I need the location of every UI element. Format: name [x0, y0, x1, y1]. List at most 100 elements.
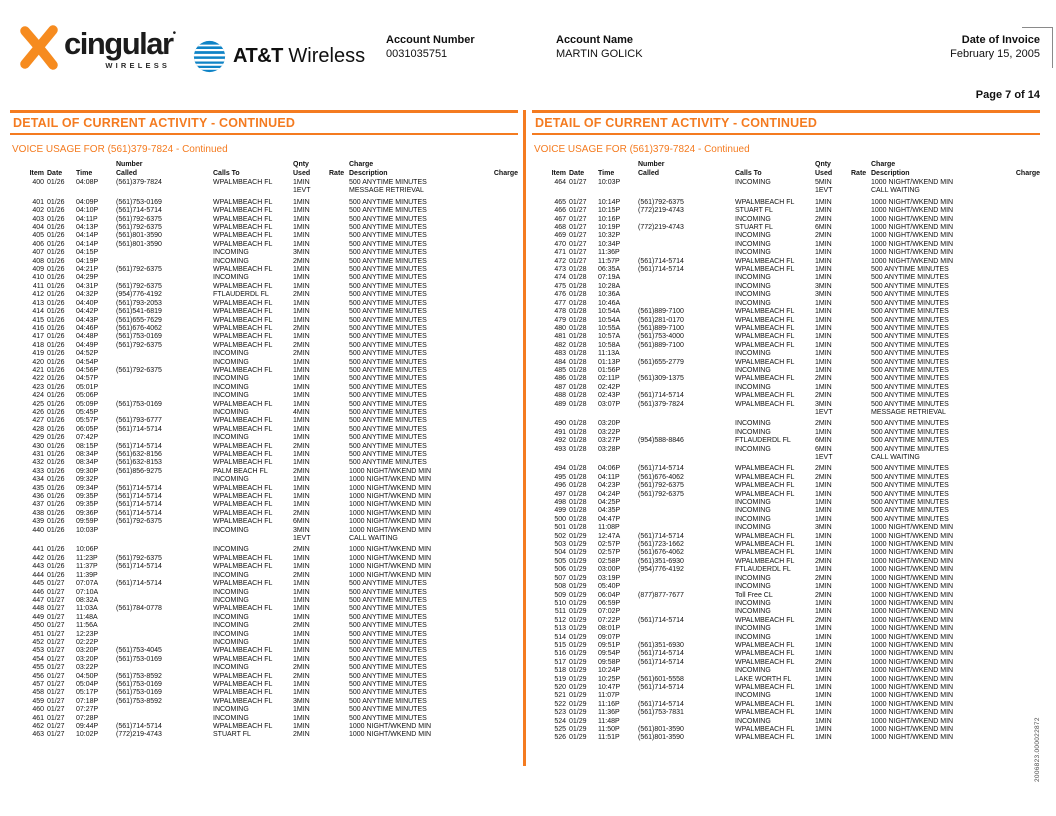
cell-date: 01/26 [47, 554, 65, 562]
usage-row: 476 01/28 10:36A INCOMING 3MIN 500 ANYTIME MI… [532, 291, 1040, 299]
cell-qnty-used: 1MIN [293, 417, 310, 425]
usage-row: 442 01/26 11:23P (561)792-6375 WPALMBEACH FL… [10, 555, 518, 563]
cell-description: 1000 NIGHT/WKEND MIN [871, 566, 954, 574]
cell-charge [473, 527, 518, 535]
cell-charge [473, 518, 518, 526]
cell-qnty-used: 3MIN [815, 282, 832, 290]
cell-qnty-used: 1MIN [293, 266, 310, 274]
cell-number-called [638, 179, 735, 187]
cell-time: 10:25P [598, 675, 621, 683]
usage-row: 492 01/28 03:27P (954)588-8846 FTLAUDERDL FL… [532, 437, 1040, 445]
cell-qnty-used: 2MIN [293, 257, 310, 265]
cell-item: 452 [32, 638, 44, 646]
usage-row: 416 01/26 04:46P (561)676-4062 WPALMBEACH FL… [10, 325, 518, 333]
cell-number-called: (561)856-9275 [116, 467, 162, 475]
cell-description: 500 ANYTIME MINUTES [349, 580, 427, 588]
cell-item: 437 [32, 501, 44, 509]
cell-item: 426 [32, 408, 44, 416]
cell-qnty-used: 1MIN [815, 532, 832, 540]
cell-rate [329, 232, 349, 240]
cell-description: 500 ANYTIME MINUTES [349, 282, 427, 290]
cell-rate [851, 350, 871, 358]
cell-qnty-used: 2MIN [815, 473, 832, 481]
cell-charge [473, 563, 518, 571]
usage-row: 419 01/26 04:52P INCOMING 2MIN 500 ANYTIME MI… [10, 350, 518, 358]
cell-calls-to: WPALMBEACH FL [213, 266, 273, 274]
cell-description: 1000 NIGHT/WKEND MIN [871, 599, 954, 607]
usage-row: 450 01/27 11:56A INCOMING 2MIN 500 ANYTIME MI… [10, 622, 518, 630]
usage-row: 455 01/27 03:22P INCOMING 2MIN 500 ANYTIME MI… [10, 664, 518, 672]
cell-charge [473, 232, 518, 240]
cell-rate [329, 317, 349, 325]
cell-rate [851, 359, 871, 367]
cell-qnty-used: 1MIN [815, 499, 832, 507]
cell-rate [851, 701, 871, 709]
cell-description: 500 ANYTIME MINUTES [349, 605, 427, 613]
cell-number-called: (561)801-3590 [116, 232, 162, 240]
cell-rate [329, 546, 349, 554]
cell-item: 423 [32, 383, 44, 391]
cell-rate [329, 199, 349, 207]
cell-number-called [116, 589, 213, 597]
cell-calls-to: WPALMBEACH FL [213, 580, 273, 588]
cell-charge [995, 566, 1040, 574]
cell-date: 01/28 [569, 392, 587, 400]
cell-rate [329, 563, 349, 571]
cell-rate [851, 232, 871, 240]
cell-date: 01/26 [47, 518, 65, 526]
cell-number-called: (561)753-0169 [116, 198, 162, 206]
cell-charge [473, 698, 518, 706]
cell-qnty-used: 1MIN [815, 341, 832, 349]
usage-row: 473 01/28 06:35A (561)714-5714 WPALMBEACH FL… [532, 266, 1040, 274]
cell-rate [329, 614, 349, 622]
cell-rate [851, 179, 871, 187]
cell-qnty-used: 1MIN [815, 515, 832, 523]
cell-rate [329, 258, 349, 266]
cell-date: 01/29 [569, 616, 587, 624]
cell-charge [995, 333, 1040, 341]
cell-item: 442 [32, 554, 44, 562]
header-calls-to: Calls To [735, 169, 762, 177]
usage-row: 444 01/26 11:39P INCOMING 2MIN 1000 NIGHT/WKE… [10, 572, 518, 580]
cell-charge [473, 350, 518, 358]
cell-qnty-used: 1MIN [293, 451, 310, 458]
cell-date: 01/29 [569, 566, 587, 574]
cell-date [566, 454, 598, 462]
cell-time: 09:44P [76, 723, 99, 730]
cell-date: 01/26 [47, 291, 65, 299]
cell-date: 01/27 [47, 672, 65, 680]
cell-time: 04:57P [76, 375, 99, 383]
cell-number-called: (561)676-4062 [638, 473, 684, 481]
usage-row: 424 01/26 05:06P INCOMING 1MIN 500 ANYTIME MI… [10, 392, 518, 400]
cell-description: 1000 NIGHT/WKEND MIN [871, 257, 954, 265]
cell-description: 500 ANYTIME MINUTES [871, 420, 949, 428]
cell-item: 415 [32, 316, 44, 324]
cell-time: 10:19P [598, 224, 621, 232]
cell-time: 09:59P [76, 518, 99, 526]
cell-qnty-used: 2MIN [815, 465, 832, 473]
cell-date: 01/26 [47, 501, 65, 509]
cell-number-called: (954)776-4192 [638, 566, 684, 574]
cell-time: 05:01P [76, 383, 99, 391]
cell-description: 500 ANYTIME MINUTES [349, 224, 427, 232]
usage-row: 509 01/29 06:04P (877)877-7677 Toll Free CL 2… [532, 592, 1040, 600]
cell-date [44, 535, 76, 543]
cell-charge [473, 291, 518, 299]
cell-rate [329, 179, 349, 187]
cell-date: 01/28 [569, 499, 587, 507]
cell-item: 522 [554, 700, 566, 708]
cell-rate [329, 656, 349, 664]
cell-description: 500 ANYTIME MINUTES [349, 664, 427, 672]
cell-charge [995, 207, 1040, 215]
cell-date: 01/28 [569, 299, 587, 307]
cell-calls-to: WPALMBEACH FL [213, 680, 273, 688]
cell-calls-to: WPALMBEACH FL [735, 358, 795, 366]
cell-time: 07:28P [76, 714, 99, 722]
cell-number-called [116, 375, 213, 383]
cell-calls-to: WPALMBEACH FL [213, 198, 273, 206]
usage-row: 1EVT MESSAGE RETRIEVAL [532, 409, 1040, 417]
cell-rate [329, 342, 349, 350]
cell-charge [995, 676, 1040, 684]
cell-time: 02:57P [598, 541, 621, 549]
cell-charge [473, 555, 518, 563]
